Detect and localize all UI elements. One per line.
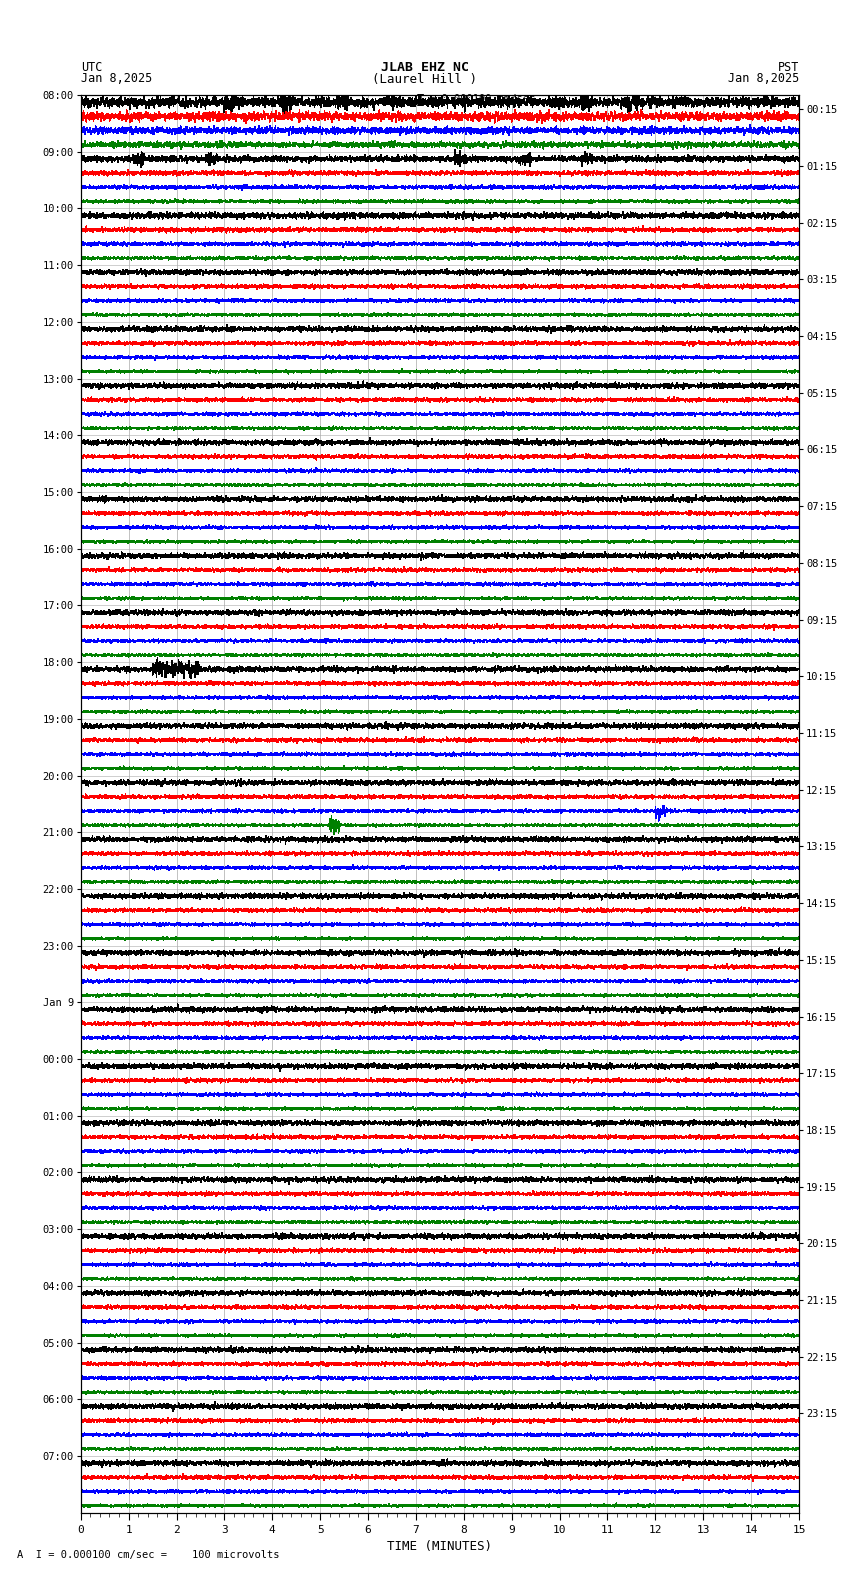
Text: Jan 8,2025: Jan 8,2025	[728, 71, 799, 84]
Text: Jan 8,2025: Jan 8,2025	[81, 71, 152, 84]
Text: (Laurel Hill ): (Laurel Hill )	[372, 73, 478, 86]
Text: UTC: UTC	[81, 60, 102, 73]
X-axis label: TIME (MINUTES): TIME (MINUTES)	[388, 1540, 492, 1552]
Text: I: I	[416, 95, 425, 109]
Text: PST: PST	[778, 60, 799, 73]
Text: A  I = 0.000100 cm/sec =    100 microvolts: A I = 0.000100 cm/sec = 100 microvolts	[17, 1551, 280, 1560]
Text: JLAB EHZ NC: JLAB EHZ NC	[381, 60, 469, 73]
Text: = 0.000100 cm/sec: = 0.000100 cm/sec	[429, 95, 536, 105]
